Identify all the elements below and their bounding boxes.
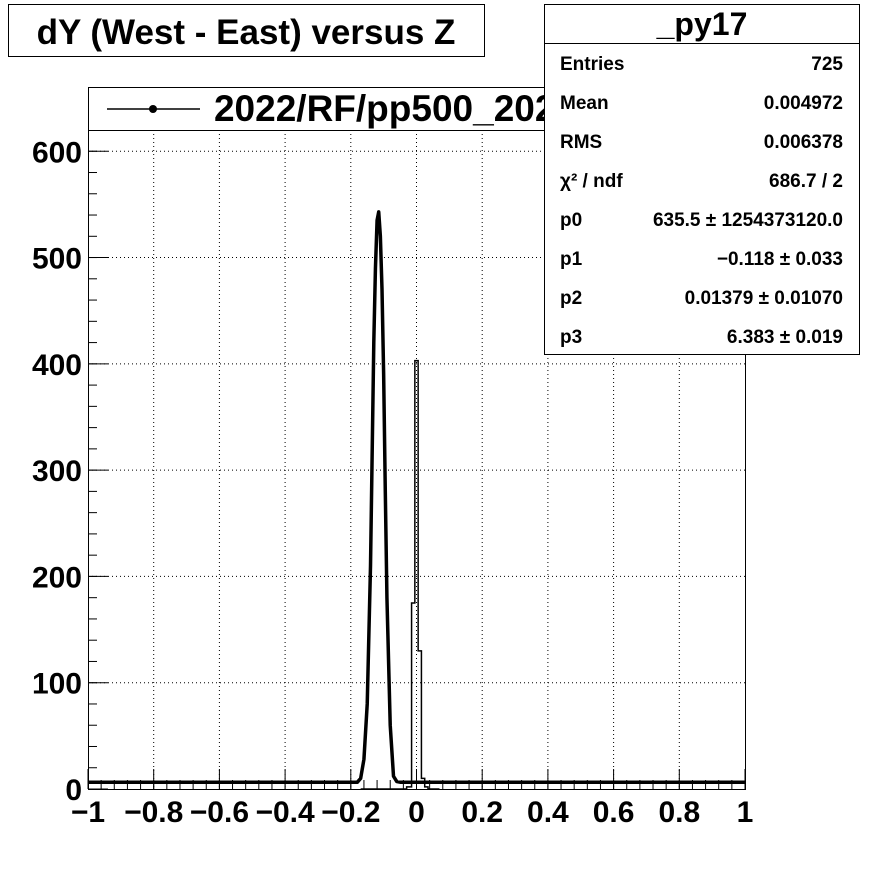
y-tick-label: 600 xyxy=(32,136,82,169)
x-tick-label: 1 xyxy=(737,796,754,829)
legend: 2022/RF/pp500_2022 xyxy=(88,87,615,131)
x-tick-label: −0.8 xyxy=(124,796,183,829)
x-tick-label: −0.2 xyxy=(321,796,380,829)
stats-value: 0.006378 xyxy=(764,132,843,153)
chart-title: dY (West - East) versus Z xyxy=(37,13,456,52)
stats-label: p1 xyxy=(560,249,583,270)
x-tick-label: 0.6 xyxy=(593,796,635,829)
stats-title: _py17 xyxy=(656,6,748,42)
y-tick-label: 100 xyxy=(32,668,82,701)
stats-box: _py17 Entries 725 Mean 0.004972 RMS 0.006378 χ… xyxy=(544,4,860,355)
stats-value: 0.01379 ± 0.01070 xyxy=(685,288,843,309)
stats-value: 0.004972 xyxy=(764,93,843,114)
y-tick-label: 500 xyxy=(32,243,82,276)
x-tick-label: −1 xyxy=(71,796,105,829)
title-box: dY (West - East) versus Z xyxy=(8,4,485,57)
x-tick-label: −0.6 xyxy=(190,796,249,829)
stats-value: 635.5 ± 1254373120.0 xyxy=(653,210,843,231)
stats-label: p3 xyxy=(560,327,582,348)
stats-value: 6.383 ± 0.019 xyxy=(727,327,843,348)
stats-label: Entries xyxy=(560,54,624,75)
x-tick-label: 0.8 xyxy=(658,796,700,829)
y-tick-label: 300 xyxy=(32,455,82,488)
x-tick-label: −0.4 xyxy=(255,796,315,829)
stats-label: χ² / ndf xyxy=(560,171,623,192)
y-axis: 0 100 200 300 400 500 600 xyxy=(32,136,108,807)
x-axis: −1 −0.8 −0.6 −0.4 −0.2 0 0.2 0.4 0.6 0.8 1 xyxy=(71,769,753,829)
stats-label: Mean xyxy=(560,93,609,114)
legend-entry: 2022/RF/pp500_2022 xyxy=(214,88,576,129)
x-tick-label: 0.4 xyxy=(527,796,569,829)
stats-label: RMS xyxy=(560,132,602,153)
stats-value: 725 xyxy=(811,54,843,75)
y-tick-label: 400 xyxy=(32,349,82,382)
y-tick-label: 0 xyxy=(65,774,82,807)
x-tick-label: 0.2 xyxy=(461,796,503,829)
y-tick-label: 200 xyxy=(32,561,82,594)
stats-label: p2 xyxy=(560,288,582,309)
stats-label: p0 xyxy=(560,210,582,231)
histogram-series xyxy=(360,359,440,790)
stats-value: 686.7 / 2 xyxy=(769,171,843,192)
stats-value: −0.118 ± 0.033 xyxy=(717,249,843,270)
x-tick-label: 0 xyxy=(408,796,425,829)
legend-point-marker xyxy=(149,105,157,113)
grid xyxy=(88,130,745,789)
fit-curve-series xyxy=(88,210,745,784)
